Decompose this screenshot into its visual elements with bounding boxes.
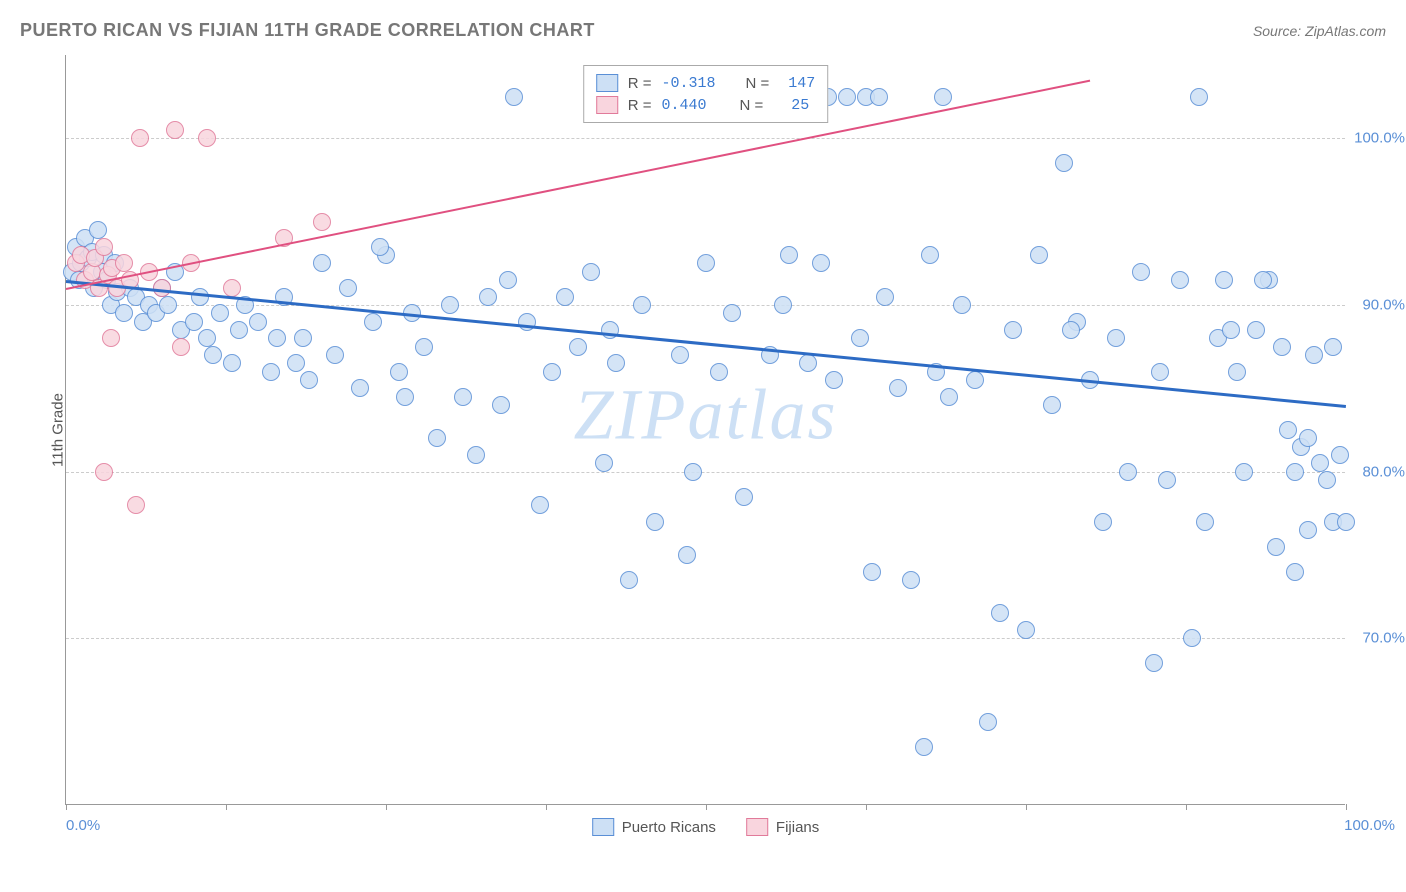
x-tick <box>1026 804 1027 810</box>
x-tick <box>1346 804 1347 810</box>
trend-line <box>66 80 1090 290</box>
x-tick <box>866 804 867 810</box>
legend-row-2: R = 0.440 N = 25 <box>596 94 816 116</box>
x-label-min: 0.0% <box>66 817 100 834</box>
swatch-puerto-ricans <box>596 74 618 92</box>
x-tick <box>546 804 547 810</box>
legend-row-1: R = -0.318 N = 147 <box>596 72 816 94</box>
x-label-max: 100.0% <box>1344 817 1395 834</box>
swatch-fijians <box>596 96 618 114</box>
r-value-2: 0.440 <box>661 97 709 114</box>
y-tick-label: 70.0% <box>1362 630 1405 647</box>
chart-header: PUERTO RICAN VS FIJIAN 11TH GRADE CORREL… <box>20 20 1386 41</box>
y-tick-label: 90.0% <box>1362 297 1405 314</box>
series-legend: Puerto Ricans Fijians <box>592 818 820 836</box>
chart-title: PUERTO RICAN VS FIJIAN 11TH GRADE CORREL… <box>20 20 595 41</box>
y-tick-label: 100.0% <box>1354 130 1405 147</box>
x-tick <box>386 804 387 810</box>
x-tick <box>706 804 707 810</box>
swatch-icon <box>746 818 768 836</box>
chart-area: ZIPatlas 70.0%80.0%90.0%100.0% R = -0.31… <box>65 55 1345 805</box>
x-tick <box>1186 804 1187 810</box>
correlation-legend: R = -0.318 N = 147 R = 0.440 N = 25 <box>583 65 829 123</box>
trend-line <box>66 280 1346 407</box>
r-value-1: -0.318 <box>661 75 715 92</box>
swatch-icon <box>592 818 614 836</box>
n-value-1: 147 <box>779 75 815 92</box>
n-value-2: 25 <box>773 97 809 114</box>
y-axis-title: 11th Grade <box>49 393 66 467</box>
source-label: Source: ZipAtlas.com <box>1253 23 1386 39</box>
trend-lines <box>66 55 1345 804</box>
y-tick-label: 80.0% <box>1362 463 1405 480</box>
legend-item-puerto-ricans: Puerto Ricans <box>592 818 716 836</box>
x-tick <box>226 804 227 810</box>
x-tick <box>66 804 67 810</box>
legend-item-fijians: Fijians <box>746 818 819 836</box>
